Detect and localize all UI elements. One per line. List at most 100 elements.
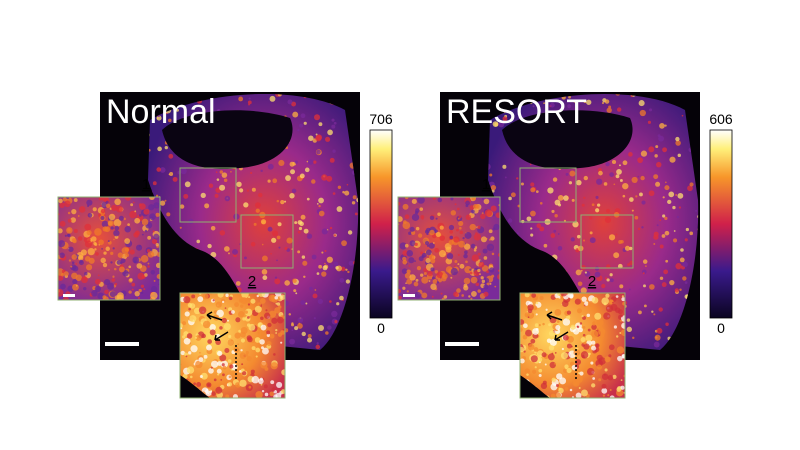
- speckle: [557, 245, 563, 251]
- speckle: [108, 213, 116, 221]
- speckle: [605, 293, 610, 298]
- speckle: [315, 133, 318, 136]
- speckle: [568, 95, 571, 99]
- speckle: [545, 308, 548, 311]
- speckle: [551, 209, 555, 213]
- speckle: [676, 215, 679, 219]
- speckle: [570, 237, 575, 242]
- speckle: [398, 201, 401, 206]
- speckle: [67, 233, 71, 237]
- speckle: [105, 246, 110, 251]
- speckle: [619, 284, 624, 289]
- speckle: [228, 252, 230, 255]
- speckle: [114, 198, 121, 206]
- speckle: [613, 252, 620, 259]
- speckle: [531, 293, 537, 298]
- speckle: [92, 207, 97, 212]
- speckle: [251, 346, 256, 351]
- speckle: [655, 145, 659, 149]
- speckle: [253, 222, 257, 226]
- panel-title: Normal: [106, 93, 216, 131]
- speckle: [221, 300, 225, 304]
- speckle: [580, 269, 583, 272]
- speckle: [679, 288, 682, 291]
- speckle: [262, 275, 268, 281]
- speckle: [453, 236, 460, 243]
- speckle: [680, 248, 684, 252]
- speckle: [653, 174, 659, 180]
- speckle: [261, 243, 264, 246]
- speckle: [538, 324, 541, 327]
- speckle: [259, 298, 266, 304]
- speckle: [576, 179, 582, 186]
- speckle: [185, 355, 188, 358]
- speckle: [684, 281, 688, 284]
- speckle: [530, 233, 534, 237]
- speckle: [193, 382, 197, 386]
- speckle: [269, 333, 275, 339]
- speckle: [274, 276, 278, 279]
- speckle: [183, 193, 189, 199]
- speckle: [254, 202, 261, 209]
- speckle: [280, 199, 285, 205]
- speckle: [180, 322, 183, 329]
- speckle: [502, 116, 508, 122]
- speckle: [526, 373, 529, 376]
- speckle: [246, 189, 250, 192]
- speckle: [329, 264, 334, 269]
- speckle: [303, 121, 307, 125]
- speckle: [153, 279, 156, 282]
- speckle: [72, 279, 78, 285]
- speckle: [222, 373, 225, 377]
- speckle: [59, 202, 65, 209]
- speckle: [290, 169, 296, 175]
- speckle: [450, 210, 457, 216]
- speckle: [157, 146, 162, 152]
- speckle: [544, 363, 547, 366]
- speckle: [535, 190, 539, 194]
- speckle: [414, 291, 422, 299]
- speckle: [581, 296, 587, 302]
- speckle: [235, 281, 241, 286]
- speckle: [659, 219, 662, 222]
- speckle: [510, 192, 516, 198]
- speckle: [254, 305, 262, 313]
- speckle: [573, 100, 577, 103]
- speckle: [583, 196, 586, 199]
- speckle: [405, 282, 407, 285]
- speckle: [290, 323, 295, 327]
- speckle: [329, 157, 335, 163]
- speckle: [84, 272, 88, 276]
- speckle: [326, 256, 333, 263]
- speckle: [150, 291, 158, 300]
- speckle: [548, 323, 552, 327]
- speckle: [143, 208, 150, 215]
- speckle: [169, 172, 174, 176]
- speckle: [419, 207, 424, 211]
- speckle: [471, 291, 477, 297]
- speckle: [483, 198, 490, 205]
- speckle: [578, 327, 583, 333]
- speckle: [132, 201, 135, 204]
- speckle: [580, 337, 586, 343]
- speckle: [420, 273, 424, 277]
- speckle: [504, 176, 507, 179]
- speckle: [284, 246, 288, 250]
- speckle: [402, 259, 408, 265]
- speckle: [291, 329, 294, 332]
- speckle: [101, 248, 103, 250]
- speckle: [250, 298, 256, 304]
- speckle: [331, 118, 335, 122]
- speckle: [608, 344, 615, 351]
- speckle: [118, 215, 124, 221]
- speckle: [87, 212, 93, 218]
- speckle: [615, 295, 619, 298]
- speckle: [608, 105, 612, 109]
- speckle: [267, 322, 272, 328]
- speckle: [189, 303, 196, 309]
- speckle: [347, 230, 353, 235]
- speckle: [134, 290, 140, 297]
- speckle: [184, 311, 190, 317]
- speckle: [437, 278, 442, 283]
- speckle: [575, 358, 582, 365]
